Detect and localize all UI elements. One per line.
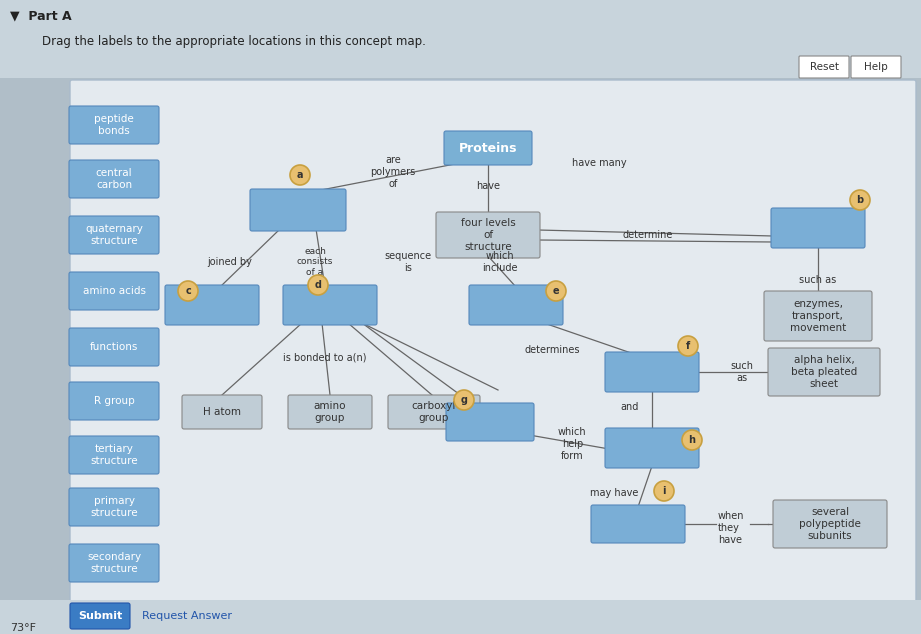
FancyBboxPatch shape [591,505,685,543]
FancyBboxPatch shape [70,80,916,602]
Text: are
polymers
of: are polymers of [370,155,415,188]
FancyBboxPatch shape [250,189,346,231]
Circle shape [178,281,198,301]
FancyBboxPatch shape [773,500,887,548]
FancyBboxPatch shape [0,0,921,78]
FancyBboxPatch shape [69,106,159,144]
FancyBboxPatch shape [0,600,921,634]
FancyBboxPatch shape [446,403,534,441]
FancyBboxPatch shape [283,285,377,325]
FancyBboxPatch shape [69,216,159,254]
Text: d: d [314,280,321,290]
Text: have: have [718,535,742,545]
Text: joined by: joined by [207,257,252,267]
Circle shape [546,281,566,301]
FancyBboxPatch shape [182,395,262,429]
FancyBboxPatch shape [69,436,159,474]
Text: they: they [718,523,740,533]
Circle shape [850,190,870,210]
FancyBboxPatch shape [768,348,880,396]
Text: c: c [185,286,191,296]
Text: ▼  Part A: ▼ Part A [10,10,72,22]
FancyBboxPatch shape [799,56,849,78]
Text: four levels
of
structure: four levels of structure [460,218,516,252]
FancyBboxPatch shape [605,352,699,392]
Text: which
include: which include [483,251,518,273]
Text: amino
group: amino group [314,401,346,423]
Text: determines: determines [524,345,579,355]
Text: 73°F: 73°F [10,623,36,633]
Text: H atom: H atom [203,407,241,417]
Text: f: f [686,341,690,351]
Text: when: when [718,511,744,521]
FancyBboxPatch shape [605,428,699,468]
Text: secondary
structure: secondary structure [87,552,141,574]
FancyBboxPatch shape [771,208,865,248]
FancyBboxPatch shape [851,56,901,78]
Text: is bonded to a(n): is bonded to a(n) [284,353,367,363]
Text: R group: R group [94,396,134,406]
Text: i: i [662,486,666,496]
Text: sequence
is: sequence is [384,251,432,273]
FancyBboxPatch shape [764,291,872,341]
Text: peptide
bonds: peptide bonds [94,114,134,136]
Text: alpha helix,
beta pleated
sheet: alpha helix, beta pleated sheet [791,356,857,389]
Text: which
help
form: which help form [558,427,587,460]
Text: central
carbon: central carbon [96,168,133,190]
Text: e: e [553,286,559,296]
Text: carboxyl
group: carboxyl group [412,401,456,423]
Circle shape [308,275,328,295]
Circle shape [290,165,310,185]
Text: functions: functions [90,342,138,352]
Text: Help: Help [864,62,888,72]
Text: a: a [297,170,303,180]
FancyBboxPatch shape [388,395,480,429]
FancyBboxPatch shape [69,160,159,198]
Text: Proteins: Proteins [459,141,518,155]
Circle shape [654,481,674,501]
Text: have many: have many [572,158,626,168]
FancyBboxPatch shape [69,544,159,582]
Text: Request Answer: Request Answer [142,611,232,621]
Text: primary
structure: primary structure [90,496,138,518]
Text: Submit: Submit [78,611,122,621]
FancyBboxPatch shape [444,131,532,165]
Text: tertiary
structure: tertiary structure [90,444,138,466]
FancyBboxPatch shape [70,603,130,629]
FancyBboxPatch shape [288,395,372,429]
FancyBboxPatch shape [165,285,259,325]
Text: each
consists
of a: each consists of a [297,247,333,277]
Text: such as: such as [799,275,836,285]
Circle shape [454,390,474,410]
Text: h: h [689,435,695,445]
Text: g: g [460,395,468,405]
Text: b: b [857,195,864,205]
FancyBboxPatch shape [436,212,540,258]
Text: Reset: Reset [810,62,838,72]
Text: may have: may have [589,488,638,498]
Text: determine: determine [623,230,673,240]
Text: amino acids: amino acids [83,286,146,296]
Text: and: and [621,402,639,412]
Circle shape [682,430,702,450]
FancyBboxPatch shape [469,285,563,325]
Text: such
as: such as [730,361,753,383]
Text: quaternary
structure: quaternary structure [85,224,143,246]
FancyBboxPatch shape [69,328,159,366]
FancyBboxPatch shape [69,382,159,420]
Text: have: have [476,181,500,191]
FancyBboxPatch shape [69,272,159,310]
Text: several
polypeptide
subunits: several polypeptide subunits [799,507,861,541]
Circle shape [678,336,698,356]
Text: Drag the labels to the appropriate locations in this concept map.: Drag the labels to the appropriate locat… [42,36,426,48]
FancyBboxPatch shape [69,488,159,526]
Text: enzymes,
transport,
movement: enzymes, transport, movement [790,299,846,333]
